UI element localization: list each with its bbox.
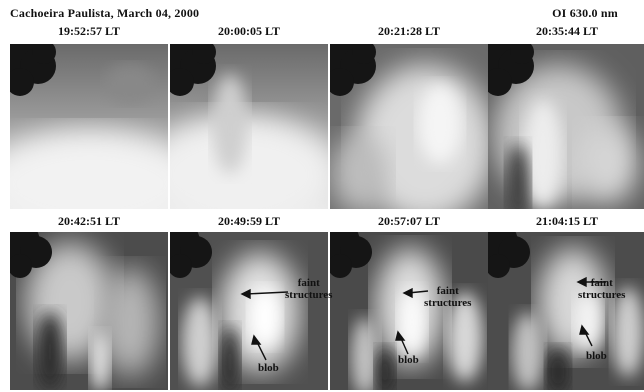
faint-word: faint <box>436 285 459 297</box>
faint-structures-label-7: faint structures <box>424 285 471 309</box>
panel-3-time: 20:21:28 LT <box>378 24 440 38</box>
faint-structures-label-6: faint structures <box>285 277 332 301</box>
airglow-image-3 <box>330 44 488 209</box>
panel-8-time: 21:04:15 LT <box>536 214 598 228</box>
blob-label-6: blob <box>258 362 279 374</box>
airglow-image-6 <box>170 232 328 390</box>
airglow-image-5 <box>10 232 168 390</box>
airglow-image-4 <box>488 44 644 209</box>
panel-4-time: 20:35:44 LT <box>536 24 598 38</box>
structures-word: structures <box>285 289 333 301</box>
faint-structures-label-8: faint structures <box>578 277 625 301</box>
faint-word: faint <box>590 277 613 289</box>
blob-label-8: blob <box>586 350 607 362</box>
location-date-title: Cachoeira Paulista, March 04, 2000 <box>10 6 200 20</box>
structures-word: structures <box>578 289 626 301</box>
airglow-image-1 <box>10 44 168 209</box>
panel-6-time: 20:49:59 LT <box>218 214 280 228</box>
faint-word: faint <box>297 277 320 289</box>
panel-2-time: 20:00:05 LT <box>218 24 280 38</box>
panel-5-time: 20:42:51 LT <box>58 214 120 228</box>
panel-7-time: 20:57:07 LT <box>378 214 440 228</box>
emission-line-label: OI 630.0 nm <box>552 6 618 20</box>
structures-word: structures <box>424 297 472 309</box>
panel-1-time: 19:52:57 LT <box>58 24 120 38</box>
airglow-image-7 <box>330 232 488 390</box>
blob-label-7: blob <box>398 354 419 366</box>
airglow-image-2 <box>170 44 328 209</box>
airglow-image-8 <box>488 232 644 390</box>
